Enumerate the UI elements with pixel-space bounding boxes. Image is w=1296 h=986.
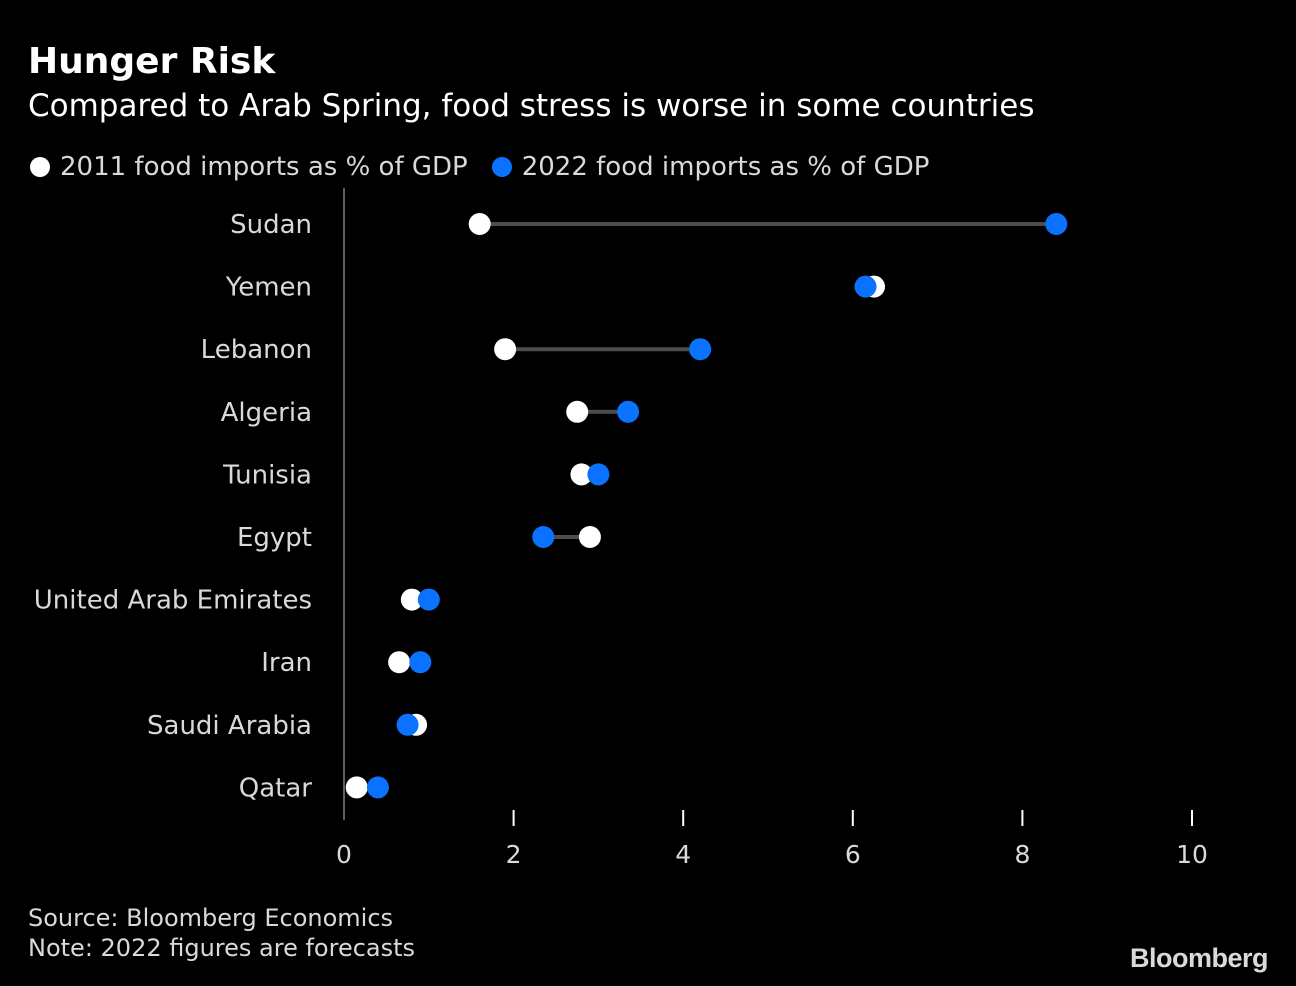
category-label: Lebanon [201, 335, 312, 365]
x-tick-label: 4 [675, 840, 691, 869]
x-tick-label: 0 [336, 840, 352, 869]
bloomberg-logo: Bloomberg [1129, 943, 1269, 973]
point-2011 [578, 526, 601, 548]
x-tick-label: 2 [506, 840, 522, 869]
point-2022 [396, 713, 419, 736]
legend: 2011 food imports as % of GDP 2022 food … [30, 150, 953, 184]
point-2011 [494, 338, 517, 361]
legend-label-2022: 2022 food imports as % of GDP [521, 152, 930, 182]
category-label: United Arab Emirates [34, 586, 312, 616]
chart-title: Hunger Risk [28, 41, 276, 82]
point-2011 [566, 400, 589, 423]
point-2011 [400, 588, 423, 611]
point-2011 [468, 213, 491, 235]
category-label: Iran [261, 648, 312, 678]
point-2022 [417, 588, 440, 611]
point-2022 [587, 463, 610, 486]
x-tick-label: 8 [1014, 840, 1030, 869]
category-label: Sudan [230, 210, 312, 240]
point-2011 [570, 463, 593, 486]
category-label: Egypt [237, 523, 312, 553]
legend-marker-2022 [491, 157, 512, 177]
dumbbell-chart: 0 2 4 6 8 10 Sudan Yemen Lebanon Algeria Tunisia Eg… [34, 188, 1208, 869]
chart-subtitle: Compared to Arab Spring, food stress is … [28, 88, 1035, 124]
legend-item-2011: 2011 food imports as % of GDP [30, 150, 468, 184]
source-note: Source: Bloomberg Economics [28, 904, 394, 932]
legend-item-2022: 2022 food imports as % of GDP [491, 150, 930, 184]
point-2011 [345, 776, 368, 799]
legend-marker-2011 [30, 157, 50, 177]
forecast-note: Note: 2022 figures are forecasts [28, 934, 416, 962]
category-label: Algeria [221, 398, 312, 428]
x-tick-label: 10 [1176, 840, 1208, 869]
point-2022 [409, 651, 432, 674]
point-2022 [366, 776, 389, 799]
x-tick-label: 6 [845, 840, 861, 869]
category-label: Tunisia [222, 460, 312, 490]
point-2011 [388, 651, 411, 674]
point-2022 [532, 526, 555, 548]
legend-label-2011: 2011 food imports as % of GDP [60, 152, 468, 182]
category-label: Saudi Arabia [147, 711, 312, 741]
point-2022 [689, 338, 712, 361]
point-2022 [1045, 213, 1068, 235]
point-2022 [854, 275, 877, 298]
category-label: Yemen [225, 273, 312, 303]
category-label: Qatar [239, 773, 313, 803]
point-2022 [617, 400, 640, 423]
